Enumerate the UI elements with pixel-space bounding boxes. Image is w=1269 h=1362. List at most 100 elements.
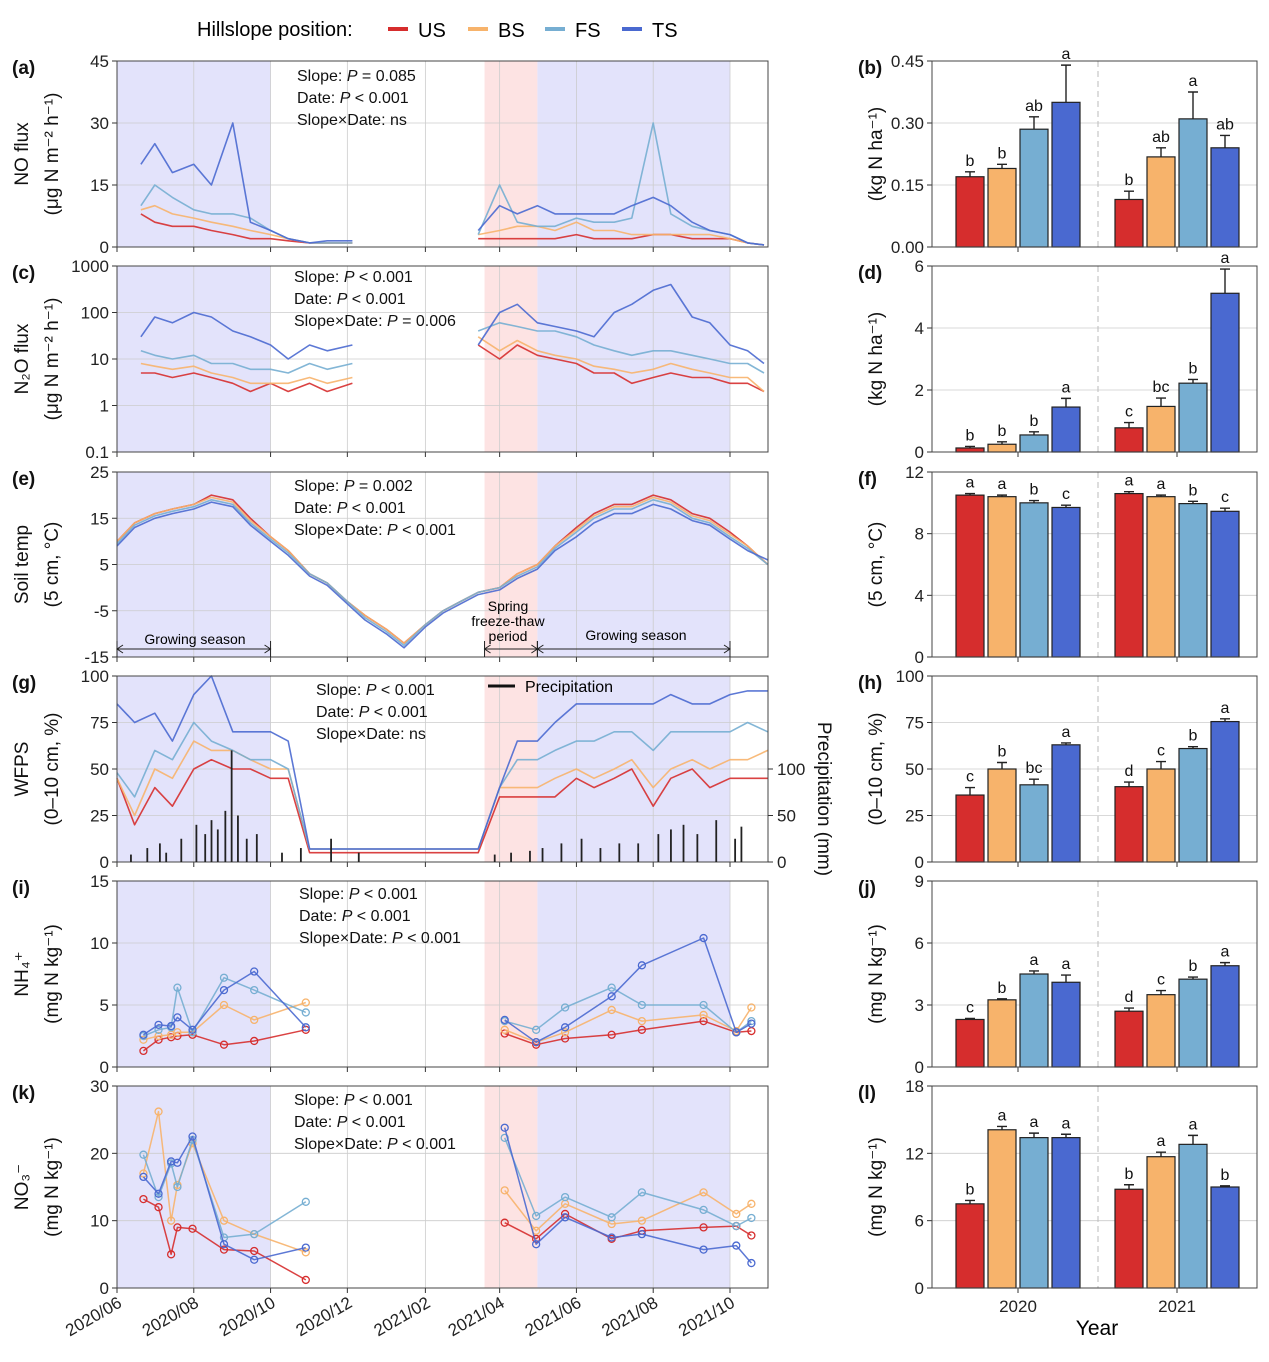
bar-ts-2020 [1051,1137,1081,1289]
y-tick-label: 75 [90,714,109,733]
stat-value: < 0.001 [398,1136,456,1153]
significance-letter: c [1157,972,1165,989]
precipitation-bar [734,838,737,862]
panel-label: (h) [858,673,882,694]
season-arrow [536,641,731,657]
stat-p: P [340,90,351,107]
x-tick-label: 2021/06 [522,1293,585,1340]
bar-us-2020 [955,494,985,658]
y-tick-label: 0 [915,1279,924,1298]
panel-label: (e) [12,469,35,490]
data-point-ts [747,1258,756,1268]
stat-term: Slope×Date: [294,1136,387,1153]
y-tick-label: 0 [100,1058,109,1077]
data-point-ts [188,1132,197,1141]
bar-us-2020 [955,176,985,248]
y-tick-label: 50 [90,760,109,779]
legend-label-us: US [418,20,446,42]
significance-letter: a [1157,1133,1166,1150]
error-bar [997,163,1007,169]
error-bar [997,998,1007,1000]
stat-p: P [392,930,403,947]
error-bar [997,761,1007,769]
bar-ts-2020 [1051,101,1081,248]
series-line-ts [116,501,769,649]
bar-ts-2021 [1210,965,1240,1068]
bar-ts-2020 [1051,506,1081,658]
significance-letter: b [998,145,1007,162]
y-tick-label: 0.30 [891,114,924,133]
error-bar [1220,961,1230,966]
bar-ts-2020 [1051,981,1081,1068]
significance-letter: b [1030,482,1039,499]
stat-term: Slope: [316,682,366,699]
bar-fs-2020 [1019,434,1049,453]
significance-letter: b [1125,172,1134,189]
stat-term: Slope×Date: [294,522,387,539]
bar-fs-2020 [1019,1137,1049,1289]
y-axis-label: (kg N ha⁻¹) [866,107,887,202]
error-bar [1156,147,1166,157]
y-axis-label: (mg N kg⁻¹) [866,924,887,1024]
data-point-ts [732,1028,741,1037]
y-axis-label: (μg N m⁻² h⁻¹) [42,93,63,216]
precipitation-bar [130,854,132,862]
panel-label: (i) [12,878,30,899]
y-tick-label: 4 [915,586,924,605]
error-bar [1124,1184,1134,1190]
data-point-bs [699,1188,708,1197]
data-point-ts [219,985,229,995]
data-point-bs [219,1216,229,1225]
bar-us-2020 [955,794,985,863]
stat-term: Date: [294,500,337,517]
y-tick-label: 10 [90,934,109,953]
error-bar [1220,718,1230,722]
bar-us-2020 [955,1018,985,1068]
y-axis-label: NO flux [12,122,33,186]
error-bar [1220,507,1230,512]
precipitation-bar [740,826,743,862]
precipitation-bar [560,843,563,862]
stat-line: Slope: P < 0.001 [299,886,418,903]
stat-value: < 0.001 [398,522,456,539]
data-point-ts [699,933,708,943]
bar-fs-2021 [1178,118,1208,248]
panel-j: 0 3 6 9 (j) (mg N kg⁻¹) c b a a d c b a [858,872,1258,1077]
data-point-bs [301,1248,310,1257]
y-tick-label: 0.15 [891,176,924,195]
data-point-fs [219,973,229,982]
y-tick-label: 3 [915,996,924,1015]
data-point-us [747,1231,756,1240]
panel-frame [116,471,769,658]
legend-label-bs: BS [498,20,525,42]
y-tick-label: 0.45 [891,52,924,71]
y-tick-label: 12 [905,1144,924,1163]
stat-p: P [359,704,370,721]
stat-line: Date: P < 0.001 [294,291,406,308]
stat-value: ns [409,726,426,743]
significance-letter: b [1221,1167,1230,1184]
data-point-us [139,1046,148,1056]
y2-tick-label: 0 [777,853,786,872]
y-tick-label: 6 [915,257,924,276]
stat-term: Slope: [294,1092,344,1109]
series-line-fs [116,499,769,647]
precipitation-bar [210,820,213,862]
significance-letter: b [966,153,975,170]
y-tick-label: 2 [915,381,924,400]
significance-letter: a [1062,46,1071,63]
panel-frame [931,675,1258,863]
bar-bs-2020 [987,999,1017,1068]
panel-frame [116,60,769,248]
significance-letter: ab [1152,129,1170,146]
series-line-fs [140,322,765,374]
series-line-ts [116,675,768,850]
bar-ts-2021 [1210,1186,1240,1289]
data-point-bs [500,1186,509,1195]
significance-letter: bc [1153,379,1170,396]
stat-value: < 0.001 [403,930,461,947]
stat-value: < 0.001 [347,291,405,308]
data-point-fs [301,1197,310,1206]
error-bar [1061,742,1071,745]
precipitation-bar [618,843,621,862]
